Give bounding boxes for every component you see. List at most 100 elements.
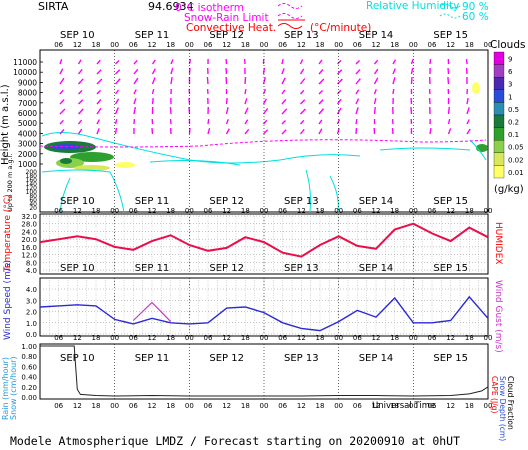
colorbar-swatch bbox=[493, 102, 505, 116]
hour-tick-label: 00 bbox=[110, 402, 119, 410]
hour-tick-label: 00 bbox=[334, 334, 343, 342]
hour-tick-label: 12 bbox=[73, 41, 82, 49]
hour-tick-label: 06 bbox=[353, 334, 362, 342]
isotherm-line bbox=[39, 139, 487, 148]
wind-arrow bbox=[133, 77, 139, 85]
wind-arrow bbox=[429, 58, 432, 65]
wind-y-tick-label: 4.0 bbox=[26, 286, 37, 294]
colorbar-tick-label: 1 bbox=[508, 93, 512, 101]
legend-convective-label: Convective Heat. bbox=[186, 22, 276, 34]
day-label: SEP 12 bbox=[209, 196, 244, 207]
hour-tick-label: 18 bbox=[166, 207, 175, 215]
day-label: SEP 10 bbox=[60, 30, 95, 41]
wind-arrow bbox=[115, 59, 120, 65]
cloud-y-tick-label: 2000 bbox=[18, 150, 37, 159]
colorbar-swatch bbox=[493, 152, 505, 166]
hour-tick-label: 12 bbox=[372, 402, 381, 410]
wind-arrow bbox=[281, 119, 287, 125]
colorbar-swatch bbox=[493, 64, 505, 78]
precip-y-tick-labels: 1.00 0.80 0.60 0.40 0.20 0.00 bbox=[21, 343, 37, 402]
hour-tick-label: 12 bbox=[73, 334, 82, 342]
wind-arrow bbox=[151, 77, 156, 85]
wind-arrow bbox=[281, 89, 286, 95]
hour-tick-label: 18 bbox=[316, 41, 325, 49]
colorbar-tick-label: 0.02 bbox=[508, 156, 524, 164]
wind-arrow bbox=[447, 128, 452, 135]
hour-tick-label: 06 bbox=[428, 41, 437, 49]
wind-arrow bbox=[244, 88, 247, 95]
hour-tick-label: 12 bbox=[148, 334, 157, 342]
hour-tick-label: 00 bbox=[185, 207, 194, 215]
hour-tick-label: 06 bbox=[428, 334, 437, 342]
hour-tick-label: 00 bbox=[484, 41, 493, 49]
legend-line-samples bbox=[277, 3, 305, 29]
wind-arrow bbox=[59, 59, 63, 65]
wind-arrow bbox=[114, 119, 118, 125]
wind-arrow bbox=[336, 98, 342, 105]
hour-tick-label: 18 bbox=[92, 207, 101, 215]
wind-arrow bbox=[355, 89, 360, 95]
hour-tick-label: 18 bbox=[166, 41, 175, 49]
precip-y-tick-label: 0.80 bbox=[21, 353, 37, 361]
wind-arrow bbox=[59, 68, 64, 75]
humidity-contours bbox=[41, 132, 487, 213]
hour-tick-label: 06 bbox=[278, 207, 287, 215]
universal-time-label: Universal Time bbox=[372, 401, 435, 411]
wind-arrow bbox=[244, 128, 250, 135]
wind-arrow bbox=[373, 59, 379, 65]
snow-ylabel: Snow (cm/hour) bbox=[9, 356, 18, 420]
hour-tick-label: 12 bbox=[372, 41, 381, 49]
hour-tick-label: 12 bbox=[297, 207, 306, 215]
cloud-y-tick-label: 10000 bbox=[13, 68, 37, 77]
wind-arrow bbox=[447, 106, 450, 115]
hour-tick-label: 00 bbox=[409, 207, 418, 215]
colorbar-unit: (g/kg) bbox=[494, 184, 524, 195]
hour-tick-label: 18 bbox=[390, 207, 399, 215]
hour-tick-label: 06 bbox=[204, 402, 213, 410]
wind-arrow bbox=[318, 119, 323, 125]
legend-convective-unit: (°C/minute) bbox=[310, 22, 371, 34]
day-label: SEP 15 bbox=[433, 30, 468, 41]
wind-arrow bbox=[466, 119, 470, 125]
hour-tick-label: 06 bbox=[428, 207, 437, 215]
temperature-y-tick-label: 24.0 bbox=[21, 228, 37, 236]
colorbar-tick-label: 0.05 bbox=[508, 144, 524, 152]
hour-tick-label: 18 bbox=[166, 402, 175, 410]
colorbar-tick-label: 0.01 bbox=[508, 169, 524, 177]
wind-arrow bbox=[169, 106, 172, 115]
legend-isotherm-label: 0°C isotherm bbox=[175, 2, 244, 14]
wind-arrow bbox=[151, 68, 156, 75]
wind-arrow bbox=[429, 127, 432, 135]
hour-tick-label: 06 bbox=[54, 334, 63, 342]
hour-tick-label: 00 bbox=[409, 402, 418, 410]
hour-tick-label: 18 bbox=[390, 402, 399, 410]
hour-tick-label: 00 bbox=[260, 41, 269, 49]
wind-arrow bbox=[299, 78, 306, 85]
temperature-y-tick-label: 20.0 bbox=[21, 236, 37, 244]
day-label: SEP 14 bbox=[359, 196, 394, 207]
cloud-y-tick-label: 1000 bbox=[18, 160, 37, 169]
hour-tick-label: 18 bbox=[465, 334, 474, 342]
colorbar-swatch bbox=[493, 140, 505, 153]
wind-arrow bbox=[244, 119, 249, 125]
hour-tick-label: 18 bbox=[390, 334, 399, 342]
hour-tick-label: 12 bbox=[446, 334, 455, 342]
wind-arrow bbox=[299, 68, 305, 75]
hour-tick-label: 00 bbox=[484, 334, 493, 342]
hour-tick-label: 06 bbox=[129, 402, 138, 410]
footer-caption: Modele Atmospherique LMDZ / Forecast sta… bbox=[10, 434, 460, 448]
colorbar-swatch bbox=[493, 89, 505, 103]
colorbar-swatch bbox=[493, 127, 505, 141]
wind-arrow bbox=[59, 89, 64, 95]
wind-arrow bbox=[96, 98, 102, 105]
wind-arrow bbox=[133, 68, 139, 75]
wind-arrow bbox=[337, 69, 343, 75]
wind-arrow bbox=[96, 128, 100, 135]
precip-y-tick-label: 0.40 bbox=[21, 374, 37, 382]
wind-arrow bbox=[355, 98, 360, 105]
hour-tick-label: 12 bbox=[297, 334, 306, 342]
wind-arrow bbox=[355, 59, 361, 65]
precipitation-series-line bbox=[40, 345, 489, 397]
temperature-y-tick-label: 32.0 bbox=[21, 213, 37, 221]
